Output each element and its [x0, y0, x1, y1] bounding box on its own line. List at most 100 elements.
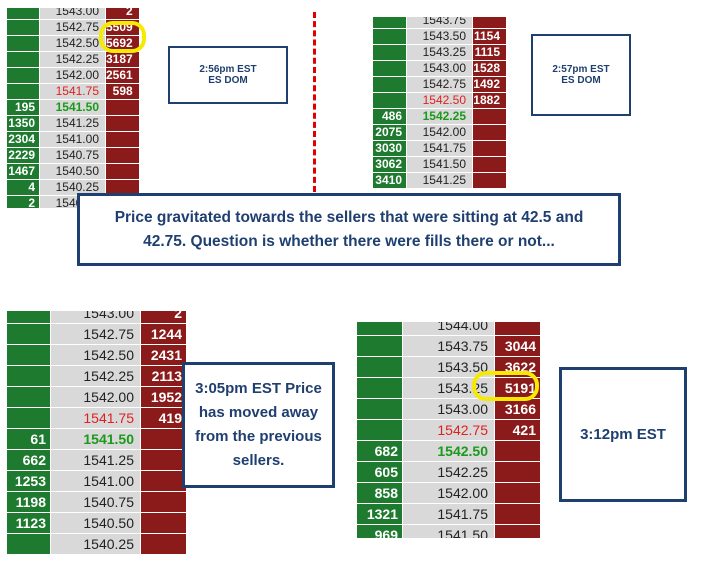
- price-level: 1542.25: [50, 365, 141, 387]
- bid-size: 4: [6, 179, 40, 196]
- price-level: 1541.75: [39, 83, 106, 100]
- price-level: 1542.75: [39, 19, 106, 36]
- ask-size: 1154: [472, 28, 507, 45]
- dom-row: 1350 1541.25: [6, 115, 140, 132]
- dom-row: 1543.00 1528: [372, 60, 507, 77]
- price-level: 1541.25: [50, 449, 141, 471]
- price-level: 1542.75: [402, 419, 495, 441]
- dom-row: 858 1542.00: [356, 482, 541, 504]
- bid-size: [6, 323, 51, 345]
- bid-size: 2: [6, 195, 40, 212]
- price-level: 1543.75: [402, 335, 495, 357]
- dom-row: 662 1541.25: [6, 449, 187, 471]
- bid-size: [356, 419, 403, 441]
- bid-size: 2075: [372, 124, 407, 141]
- bid-size: [6, 407, 51, 429]
- label-257: 2:57pm EST ES DOM: [531, 34, 631, 116]
- label-text: 3:12pm EST: [580, 426, 666, 443]
- bid-size: [6, 67, 40, 84]
- ask-size: 3187: [105, 51, 140, 68]
- ask-size: [140, 449, 187, 471]
- bid-size: [6, 365, 51, 387]
- dom-row: 1542.00 1952: [6, 386, 187, 408]
- price-level: 1541.00: [39, 131, 106, 148]
- bid-size: 2229: [6, 147, 40, 164]
- price-level: 1542.50: [50, 344, 141, 366]
- ask-size: [140, 428, 187, 450]
- bid-size: 662: [6, 449, 51, 471]
- bid-size: 3062: [372, 156, 407, 173]
- bid-size: [372, 60, 407, 77]
- bid-size: 1253: [6, 470, 51, 492]
- ask-size: [105, 131, 140, 148]
- dom-rows: 1543.00 2 1542.75 1244 1542.50 2431 1542.25 211…: [6, 302, 187, 555]
- price-level: 1542.75: [406, 76, 473, 93]
- label-time: 2:57pm EST: [552, 64, 610, 75]
- price-level: 1540.50: [50, 512, 141, 534]
- label-instrument: ES DOM: [561, 75, 601, 86]
- price-level: 1542.25: [406, 108, 473, 125]
- price-level: 1542.75: [50, 323, 141, 345]
- dom-row: 1540.25: [6, 533, 187, 555]
- dom-row: 1542.50 2431: [6, 344, 187, 366]
- dom-row: 605 1542.25: [356, 461, 541, 483]
- highlight-ring: [99, 21, 146, 53]
- dom-row: 1542.75 1244: [6, 323, 187, 345]
- ask-size: [494, 482, 541, 504]
- price-level: 1540.75: [50, 491, 141, 513]
- bid-size: 61: [6, 428, 51, 450]
- bid-size: [356, 356, 403, 378]
- price-level: 1542.50: [402, 440, 495, 462]
- bid-size: 3410: [372, 172, 407, 189]
- dom-row: 4 1540.25: [6, 179, 140, 196]
- dom-row: 3062 1541.50: [372, 156, 507, 173]
- bid-size: [6, 19, 40, 36]
- ask-size: [494, 440, 541, 462]
- ask-size: 1882: [472, 92, 507, 109]
- price-level: 1540.50: [39, 163, 106, 180]
- bid-size: [6, 83, 40, 100]
- dom-row: 1542.25 3187: [6, 51, 140, 68]
- bid-size: [372, 92, 407, 109]
- bid-size: 1198: [6, 491, 51, 513]
- ask-size: 421: [494, 419, 541, 441]
- bid-size: [356, 377, 403, 399]
- bid-size: 858: [356, 482, 403, 504]
- ask-size: [472, 124, 507, 141]
- dom-row: 1542.75 421: [356, 419, 541, 441]
- dom-row: 1543.00 3166: [356, 398, 541, 420]
- dom-row: 1541.75 419: [6, 407, 187, 429]
- bid-size: 195: [6, 99, 40, 116]
- price-level: 1541.50: [406, 156, 473, 173]
- label-312: 3:12pm EST: [559, 367, 687, 502]
- dom-row: 2304 1541.00: [6, 131, 140, 148]
- crop-mask-bottom: [0, 208, 140, 218]
- bid-size: [6, 344, 51, 366]
- dom-row: 3030 1541.75: [372, 140, 507, 157]
- ask-size: [472, 140, 507, 157]
- price-level: 1542.25: [402, 461, 495, 483]
- price-level: 1541.50: [39, 99, 106, 116]
- price-level: 1542.00: [39, 67, 106, 84]
- dom-row: 1542.50 1882: [372, 92, 507, 109]
- price-level: 1541.50: [50, 428, 141, 450]
- price-level: 1543.50: [402, 356, 495, 378]
- price-level: 1543.00: [402, 398, 495, 420]
- dom-rows: 1543.75 1543.50 1154 1543.25 1115 1543.00 1528…: [372, 12, 507, 189]
- dom-row: 1467 1540.50: [6, 163, 140, 180]
- bid-size: 1350: [6, 115, 40, 132]
- price-level: 1541.75: [406, 140, 473, 157]
- bid-size: 1467: [6, 163, 40, 180]
- ask-size: 2561: [105, 67, 140, 84]
- bid-size: [356, 335, 403, 357]
- dom-row: 1253 1541.00: [6, 470, 187, 492]
- dom-row: 682 1542.50: [356, 440, 541, 462]
- ask-size: 1244: [140, 323, 187, 345]
- ask-size: [140, 470, 187, 492]
- dom-row: 1321 1541.75: [356, 503, 541, 525]
- ask-size: 2113: [140, 365, 187, 387]
- price-level: 1541.25: [406, 172, 473, 189]
- dom-row: 1543.50 3622: [356, 356, 541, 378]
- caption-text: Price gravitated towards the sellers tha…: [114, 208, 584, 250]
- dom-row: 1541.75 598: [6, 83, 140, 100]
